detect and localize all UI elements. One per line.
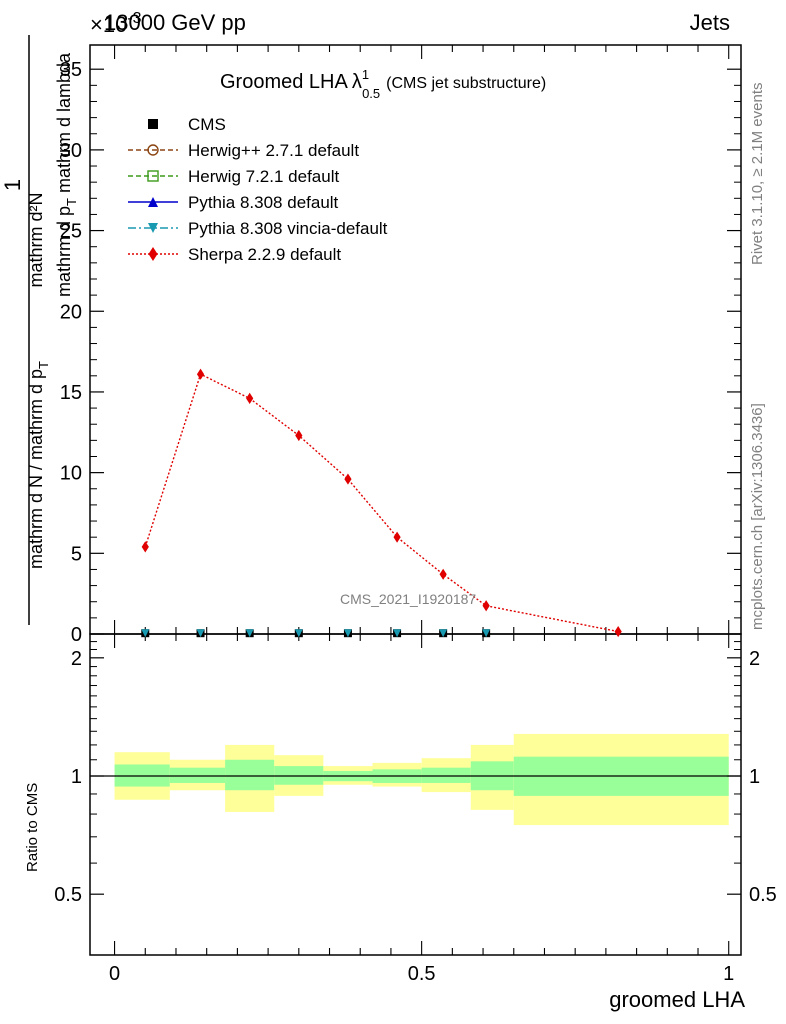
legend-marker [148, 119, 158, 129]
y-label-norm: mathrm d N / mathrm d pT [26, 361, 51, 569]
y-tick-label: 10 [60, 463, 82, 485]
y-label-denominator: mathrm d pT mathrm d lambda [54, 52, 79, 297]
legend: CMS Herwig++ 2.7.1 default Herwig 7.2.1 de… [128, 115, 388, 264]
chart-title: Groomed LHA λ1 0.5(CMS jet substructure) [220, 67, 546, 101]
y-tick-label: 25 [60, 221, 82, 243]
legend-label: Pythia 8.308 vincia-default [188, 219, 388, 238]
ratio-bands [90, 733, 741, 826]
ratio-y-tick-label: 1 [71, 766, 82, 788]
vincia-point [439, 629, 448, 638]
sherpa-data-point [482, 600, 490, 612]
y-tick-label: 5 [71, 543, 82, 565]
y-tick-label: 0 [71, 624, 82, 646]
legend-marker [147, 144, 159, 156]
y-tick-label: 15 [60, 382, 82, 404]
main-plot-frame: 0 5 10 15 20 25 30 35 [60, 44, 742, 646]
exponent-label: ×10-3 [90, 10, 142, 37]
legend-label: Herwig++ 2.7.1 default [188, 141, 359, 160]
watermark: CMS_2021_I1920187 [340, 591, 476, 607]
vincia-point [482, 629, 491, 638]
sherpa-data-point [344, 473, 352, 485]
ratio-y-tick-label-right: 0.5 [749, 884, 777, 906]
y-label-prefix: 1 [0, 179, 25, 191]
vincia-point [196, 629, 205, 638]
legend-entry: Herwig++ 2.7.1 default [128, 141, 359, 160]
ratio-plot-border [89, 633, 742, 956]
y-axis-label: 1 mathrm d N / mathrm d pT mathrm d²N ma… [0, 35, 79, 625]
legend-label: Herwig 7.2.1 default [188, 167, 339, 186]
legend-entry: Herwig 7.2.1 default [128, 167, 339, 186]
y-tick-label: 30 [60, 140, 82, 162]
legend-entry: Pythia 8.308 vincia-default [128, 219, 388, 238]
legend-entry: CMS [148, 115, 226, 134]
vincia-point [141, 629, 150, 638]
y-label-numerator: mathrm d²N [26, 192, 46, 287]
ratio-y-label: Ratio to CMS [24, 783, 41, 872]
legend-marker [148, 197, 158, 207]
legend-entry: Sherpa 2.2.9 default [128, 245, 341, 264]
legend-marker [147, 170, 159, 182]
y-tick-label: 20 [60, 301, 82, 323]
energy-label: 13000 GeV pp [104, 10, 246, 35]
x-tick-label: 0 [109, 963, 120, 985]
stat-uncertainty-band [169, 767, 226, 783]
ratio-y-tick-label-right: 1 [749, 766, 760, 788]
x-axis-label: groomed LHA [609, 987, 745, 1012]
sherpa-data-point [439, 568, 447, 580]
ratio-plot-frame: 0 0.5 1 0.5 0.5 1 1 2 2 [54, 633, 777, 985]
stat-uncertainty-band [225, 759, 275, 791]
y-tick-label: 35 [60, 59, 82, 81]
ratio-y-tick-label: 2 [71, 648, 82, 670]
legend-label: Pythia 8.308 default [188, 193, 339, 212]
legend-label: CMS [188, 115, 226, 134]
sherpa-data-point [196, 368, 205, 380]
sherpa-data-point [393, 531, 401, 543]
stat-uncertainty-band [421, 767, 471, 783]
series-layer [141, 368, 622, 638]
sherpa-data-point [246, 392, 254, 404]
sherpa-data-point [141, 541, 149, 553]
vincia-point [343, 629, 352, 638]
x-tick-label: 0.5 [408, 963, 436, 985]
legend-marker [148, 223, 158, 233]
legend-marker [148, 247, 158, 261]
side-label-bottom: mcplots.cern.ch [arXiv:1306.3436] [749, 403, 766, 630]
jets-label: Jets [690, 10, 730, 35]
legend-entry: Pythia 8.308 default [128, 193, 339, 212]
exponent-power: -3 [127, 10, 141, 27]
x-tick-label: 1 [723, 963, 734, 985]
vincia-point [393, 629, 402, 638]
sherpa-data-point [614, 625, 622, 638]
vincia-point [294, 629, 303, 638]
sherpa-data-point [295, 429, 303, 442]
side-label-top: Rivet 3.1.10, ≥ 2.1M events [749, 83, 766, 266]
vincia-point [245, 629, 254, 638]
ratio-y-tick-label: 0.5 [54, 884, 82, 906]
ratio-y-tick-label-right: 2 [749, 648, 760, 670]
legend-label: Sherpa 2.2.9 default [188, 245, 341, 264]
